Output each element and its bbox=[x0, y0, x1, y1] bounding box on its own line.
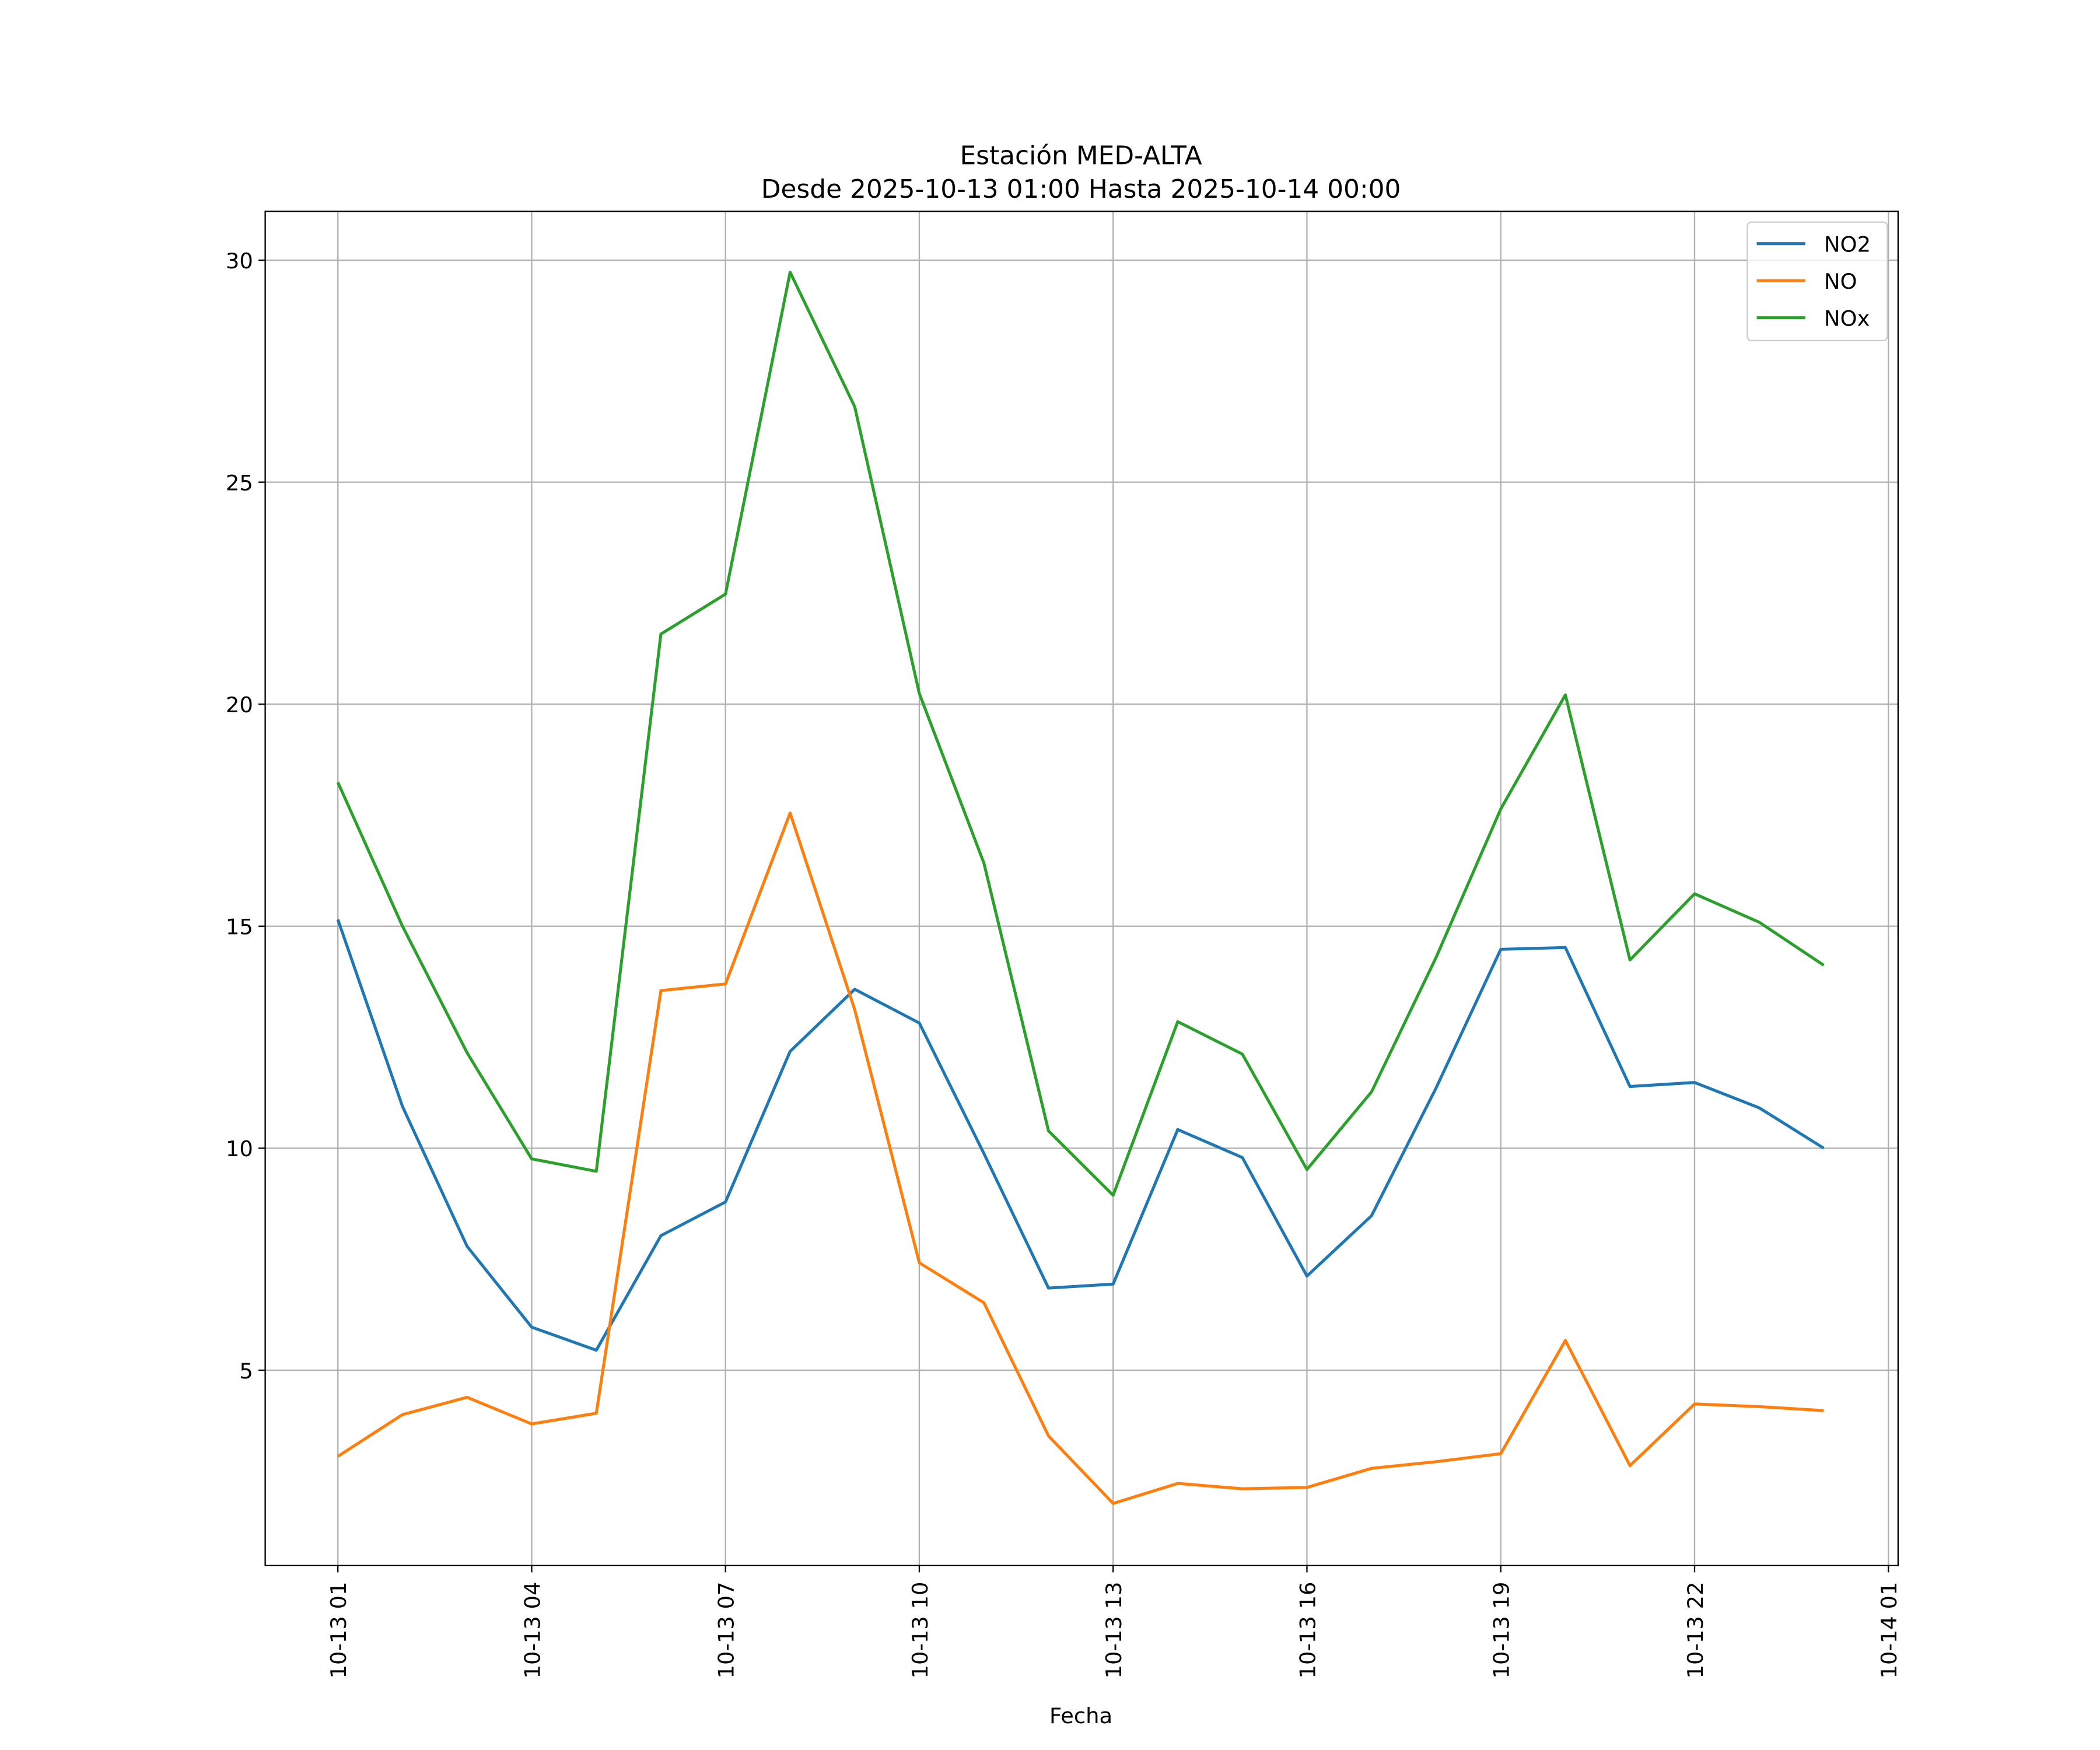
x-tick-label: 10-13 10 bbox=[908, 1582, 933, 1679]
x-tick-label: 10-13 19 bbox=[1489, 1582, 1514, 1679]
y-tick-label: 15 bbox=[226, 915, 253, 940]
x-axis: 10-13 01 10-13 04 10-13 07 10-13 10 10-13 13… bbox=[326, 1565, 1902, 1679]
plot-frame bbox=[264, 211, 1899, 1566]
legend-label-no2: NO2 bbox=[1824, 232, 1871, 257]
y-tick-label: 25 bbox=[226, 470, 253, 495]
legend-label-no: NO bbox=[1824, 269, 1857, 294]
y-tick-label: 10 bbox=[226, 1136, 253, 1161]
legend: NO2 NO NOx bbox=[1746, 221, 1888, 341]
x-tick-label: 10-13 16 bbox=[1295, 1582, 1320, 1679]
x-tick-label: 10-13 13 bbox=[1101, 1582, 1126, 1679]
x-axis-label: Fecha bbox=[1049, 1703, 1112, 1728]
chart-title: Estación MED-ALTA bbox=[960, 141, 1202, 171]
y-tick-label: 30 bbox=[226, 249, 253, 274]
legend-label-nox: NOx bbox=[1824, 306, 1870, 331]
x-tick-label: 10-13 07 bbox=[714, 1582, 739, 1679]
series-line-nox bbox=[336, 271, 1825, 1197]
y-axis: 5 10 15 20 25 30 bbox=[226, 249, 265, 1384]
y-tick-label: 5 bbox=[239, 1359, 253, 1384]
x-tick-label: 10-14 01 bbox=[1877, 1582, 1902, 1679]
grid-lines bbox=[265, 211, 1898, 1566]
series-lines bbox=[336, 271, 1825, 1505]
x-tick-label: 10-13 04 bbox=[520, 1582, 545, 1679]
legend-box bbox=[1746, 221, 1888, 341]
chart-subtitle: Desde 2025-10-13 01:00 Hasta 2025-10-14 … bbox=[761, 174, 1401, 204]
series-line-no2 bbox=[336, 919, 1825, 1352]
y-tick-label: 20 bbox=[226, 692, 253, 718]
x-tick-label: 10-13 22 bbox=[1683, 1582, 1708, 1679]
series-line-no bbox=[337, 811, 1824, 1505]
x-tick-label: 10-13 01 bbox=[326, 1582, 351, 1679]
